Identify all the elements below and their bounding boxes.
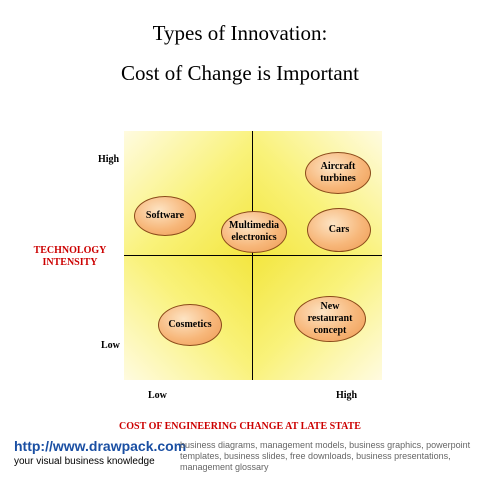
oval-software-label: Software — [145, 210, 185, 221]
oval-software: Software — [134, 196, 196, 236]
y-axis-low-label: Low — [101, 340, 120, 351]
oval-multimedia-line1: Multimedia — [229, 220, 279, 231]
oval-cosmetics-label: Cosmetics — [168, 319, 212, 330]
y-axis-title-line1: TECHNOLOGY — [33, 245, 107, 256]
x-axis-title: COST OF ENGINEERING CHANGE AT LATE STATE — [119, 421, 361, 432]
oval-multimedia-electronics: Multimedia electronics — [221, 211, 287, 253]
x-axis-low-label: Low — [148, 390, 167, 401]
oval-restaurant-label: New restaurant concept — [299, 301, 361, 337]
horizontal-divider — [124, 255, 382, 256]
footer-tagline: your visual business knowledge — [14, 456, 155, 467]
oval-multimedia-line2: electronics — [231, 232, 277, 243]
oval-aircraft-line2: turbines — [320, 173, 356, 184]
x-axis-high-label: High — [336, 390, 358, 401]
footer-website-link[interactable]: http://www.drawpack.com — [14, 438, 187, 454]
oval-restaurant-line1: New restaurant — [307, 301, 353, 324]
oval-cosmetics: Cosmetics — [158, 304, 222, 346]
oval-aircraft-label: Aircraft turbines — [320, 161, 356, 185]
y-axis-high-label: High — [98, 154, 120, 165]
page-title-line1: Types of Innovation: — [152, 21, 328, 45]
y-axis-title-line2: INTENSITY — [42, 257, 98, 268]
footer-description: business diagrams, management models, bu… — [180, 440, 471, 472]
oval-aircraft-line1: Aircraft — [320, 161, 356, 172]
oval-cars: Cars — [307, 208, 371, 252]
page-title-line2: Cost of Change is Important — [121, 61, 359, 85]
oval-cars-label: Cars — [328, 224, 350, 235]
oval-new-restaurant-concept: New restaurant concept — [294, 296, 366, 342]
oval-multimedia-label: Multimedia electronics — [229, 220, 279, 244]
y-axis-title: TECHNOLOGY INTENSITY — [20, 245, 120, 269]
oval-aircraft-turbines: Aircraft turbines — [305, 152, 371, 194]
oval-restaurant-line2: concept — [313, 325, 347, 336]
